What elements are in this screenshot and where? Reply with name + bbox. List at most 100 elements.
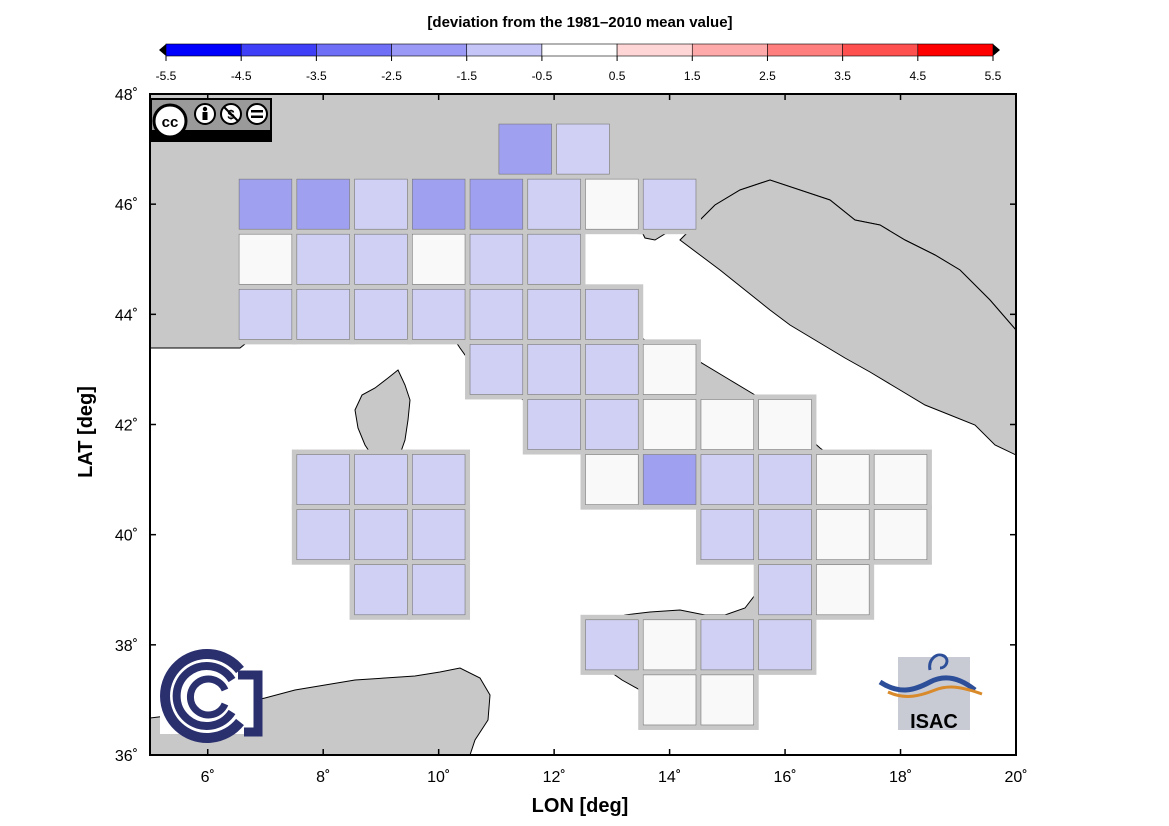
axis-ticks: 6˚ 8˚ 10˚ 12˚ 14˚ 16˚ 18˚ 20˚ 36˚ 38˚ 40˚ 42˚ 44˚ 46˚… [115,87,1028,786]
colorbar-tick-label: 1.5 [684,69,701,83]
y-tick-label: 44˚ [115,307,138,324]
grid-cell [238,288,293,340]
grid-cell [585,178,639,230]
x-tick-label: 18˚ [889,769,912,786]
grid-cell [816,564,870,616]
colorbar-tick-label: 4.5 [909,69,926,83]
grid-cell [758,454,812,505]
colorbar-swatch [316,43,392,57]
anomaly-grid [234,119,932,730]
y-tick-label: 36˚ [115,748,138,765]
grid-cell [816,509,870,561]
grid-cell [238,233,293,285]
colorbar-tick-label: 2.5 [759,69,776,83]
grid-cell [585,454,639,505]
svg-text:cc: cc [162,114,179,131]
grid-cell [642,454,697,505]
colorbar-tick-label: -3.5 [306,69,327,83]
grid-cell [556,123,610,175]
colorbar-tick-label: -5.5 [156,69,177,83]
colorbar-tick-label: -0.5 [532,69,553,83]
land-balkans [679,179,1016,456]
map-panel: 6˚ 8˚ 10˚ 12˚ 14˚ 16˚ 18˚ 20˚ 36˚ 38˚ 40˚ 42˚ 44˚ 46˚… [115,87,1028,786]
x-tick-label: 12˚ [543,769,566,786]
grid-cell [296,454,350,505]
grid-cell [527,344,581,395]
grid-cell [527,288,581,340]
y-tick-label: 40˚ [115,528,138,545]
colorbar-max-arrow [993,44,1000,56]
grid-cell [296,288,350,340]
grid-cell [642,178,697,230]
colorbar-tick-label: 0.5 [609,69,626,83]
grid-cell [469,344,524,395]
grid-cell [469,288,524,340]
grid-cell [585,399,639,450]
grid-cell [816,454,870,505]
grid-cell [469,178,524,230]
colorbar-swatch [391,43,468,57]
colorbar-swatch [917,43,994,57]
colorbar-tick-label: -1.5 [456,69,477,83]
grid-cell [354,288,408,340]
grid-cell [469,233,524,285]
grid-cell [700,399,755,450]
colorbar-title: [deviation from the 1981–2010 mean value… [427,14,732,31]
grid-cell [296,509,350,561]
colorbar-tick-label: -2.5 [381,69,402,83]
colorbar-tick-label: 3.5 [834,69,851,83]
grid-cell [700,619,755,671]
cnr-logo-icon [160,649,263,743]
grid-cell [411,178,466,230]
colorbar-swatch [616,43,693,57]
grid-cell [411,288,466,340]
grid-cell [758,619,812,671]
cc-nd-label: ND [251,132,263,141]
grid-cell [873,454,928,505]
grid-cell [758,564,812,616]
colorbar-swatch [165,43,242,57]
grid-cell [238,178,293,230]
grid-cell [411,564,466,616]
grid-cell [585,619,639,671]
grid-cell [642,674,697,726]
grid-cell [700,674,755,726]
grid-cell [411,233,466,285]
grid-cell [758,399,812,450]
cc-license-badge[interactable]: cc $ BY NC ND [150,98,272,142]
colorbar-swatch [541,43,618,57]
grid-cell [642,344,697,395]
grid-cell [354,178,408,230]
grid-cell [642,399,697,450]
x-tick-label: 14˚ [658,769,681,786]
y-tick-label: 46˚ [115,197,138,214]
grid-cell [585,344,639,395]
colorbar: -5.5 -4.5 -3.5 -2.5 -1.5 -0.5 0.5 1.5 2.5 3.5 4.5 5… [156,43,1002,83]
y-tick-label: 42˚ [115,418,138,435]
x-tick-label: 16˚ [774,769,797,786]
colorbar-swatch [466,43,543,57]
colorbar-tick-label: -4.5 [231,69,252,83]
grid-cell [354,454,408,505]
cc-icon [152,103,188,139]
grid-cell [354,564,408,616]
x-tick-label: 8˚ [316,769,330,786]
cc-nc-label: NC [225,132,237,141]
grid-cell [354,233,408,285]
cc-by-label: BY [200,132,211,141]
isac-wave-icon [878,675,977,693]
isac-logo: ISAC [878,653,983,733]
grid-cell [527,178,581,230]
grid-cell [700,509,755,561]
grid-cell [411,454,466,505]
grid-cell [498,123,552,175]
colorbar-tick-label: 5.5 [985,69,1002,83]
colorbar-swatch [767,43,843,57]
x-tick-label: 20˚ [1004,769,1027,786]
x-tick-label: 6˚ [201,769,215,786]
y-tick-label: 38˚ [115,638,138,655]
x-tick-label: 10˚ [427,769,450,786]
grid-cell [642,619,697,671]
y-tick-label: 48˚ [115,87,138,104]
